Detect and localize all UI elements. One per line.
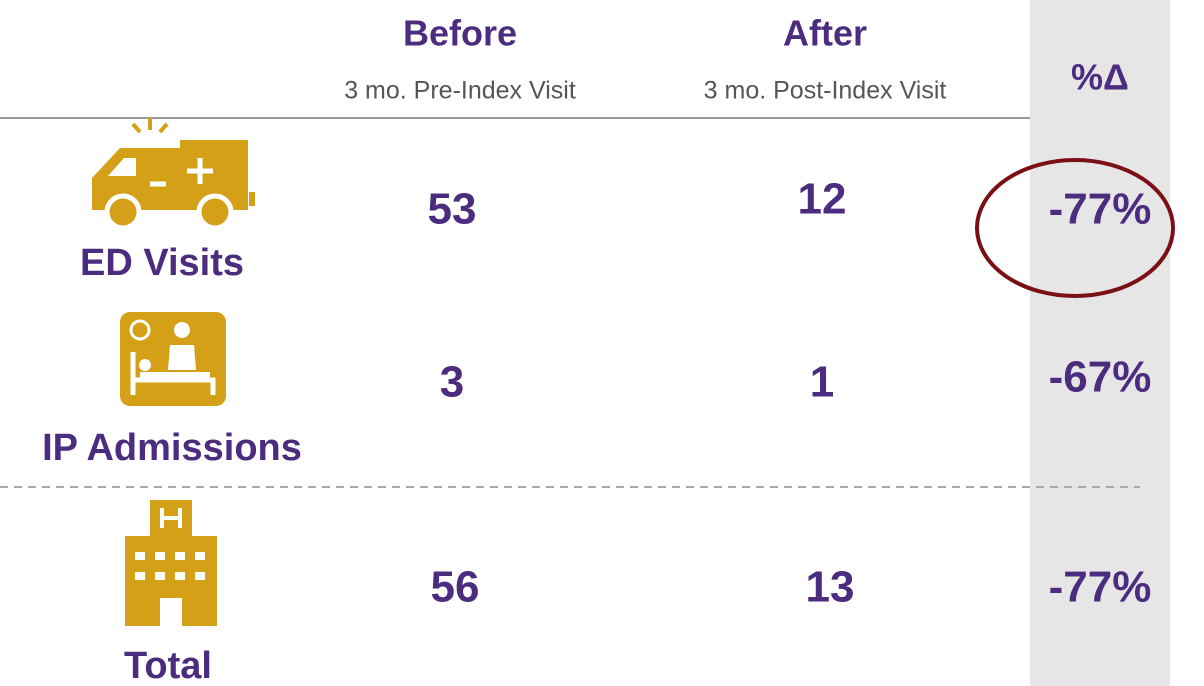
bed-icon [120, 312, 226, 406]
highlight-circle [975, 158, 1175, 298]
row-label: IP Admissions [42, 427, 302, 469]
row-label: Total [124, 645, 212, 686]
change-value: -67% [1049, 353, 1152, 402]
column-subtitle: 3 mo. Pre-Index Visit [344, 77, 576, 105]
change-column-bg [1030, 0, 1170, 686]
after-value: 13 [806, 563, 855, 612]
column-subtitle: 3 mo. Post-Index Visit [704, 77, 947, 105]
before-value: 3 [440, 358, 464, 407]
before-value: 53 [428, 185, 477, 234]
row-label: ED Visits [80, 242, 244, 284]
column-title: %Δ [1071, 57, 1129, 98]
column-title: After [783, 13, 867, 54]
ambulance-icon [92, 118, 255, 231]
change-value: -77% [1049, 185, 1152, 234]
after-value: 1 [810, 358, 834, 407]
column-title: Before [403, 13, 517, 54]
change-value: -77% [1049, 563, 1152, 612]
before-value: 56 [431, 563, 480, 612]
after-value: 12 [798, 175, 847, 224]
hospital-icon [125, 500, 217, 626]
